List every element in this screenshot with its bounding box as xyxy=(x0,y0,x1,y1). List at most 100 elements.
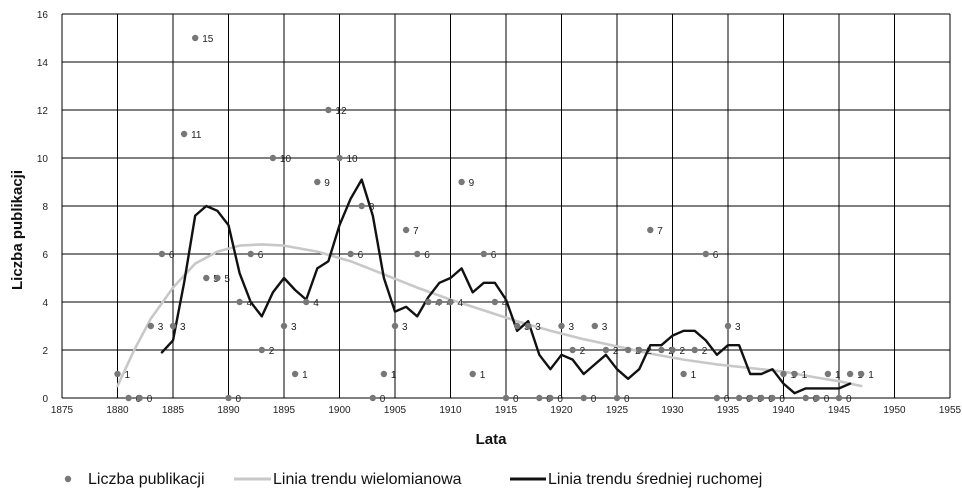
y-tick-label: 4 xyxy=(42,298,48,309)
y-tick-label: 12 xyxy=(37,106,49,117)
data-label: 1 xyxy=(868,370,874,381)
data-label: 0 xyxy=(513,394,519,405)
data-label: 0 xyxy=(147,394,153,405)
y-tick-label: 2 xyxy=(42,346,48,357)
data-point xyxy=(402,226,410,234)
data-label: 7 xyxy=(413,226,419,237)
data-label: 1 xyxy=(125,370,131,381)
data-label: 0 xyxy=(824,394,830,405)
data-label: 3 xyxy=(602,322,608,333)
data-label: 2 xyxy=(680,346,686,357)
data-label: 6 xyxy=(258,250,264,261)
data-point xyxy=(525,322,532,330)
data-point xyxy=(658,346,665,354)
legend-label-points: Liczba publikacji xyxy=(88,471,205,488)
data-label: 2 xyxy=(269,346,275,357)
data-label: 1 xyxy=(835,370,841,381)
data-point xyxy=(369,394,376,402)
x-tick-label: 1945 xyxy=(828,405,851,416)
x-tick-labels: 1875 1880 1885 1890 1895 1900 1905 1910 1915 1920… xyxy=(51,405,962,416)
data-point xyxy=(747,394,754,402)
polynomial-trend-line xyxy=(116,243,863,388)
data-label: 3 xyxy=(291,322,297,333)
data-label: 6 xyxy=(169,250,175,261)
data-label: 12 xyxy=(335,106,347,117)
data-label: 1 xyxy=(802,370,808,381)
data-point xyxy=(447,298,454,306)
x-tick-label: 1940 xyxy=(772,405,795,416)
x-axis-title: Lata xyxy=(476,431,508,448)
data-point xyxy=(225,394,232,402)
data-point xyxy=(702,250,709,258)
legend-label-polynomial: Linia trendu wielomianowa xyxy=(273,471,462,488)
x-tick-label: 1910 xyxy=(439,405,462,416)
data-point xyxy=(558,322,565,330)
data-point xyxy=(214,274,221,282)
x-tick-label: 1935 xyxy=(717,405,740,416)
data-point xyxy=(713,394,721,402)
x-tick-label: 1875 xyxy=(51,405,74,416)
data-point xyxy=(169,322,177,330)
trend-layer xyxy=(116,178,863,395)
y-tick-label: 14 xyxy=(37,58,49,69)
data-point xyxy=(613,394,621,402)
data-point xyxy=(780,370,787,378)
data-point xyxy=(280,322,288,330)
data-point xyxy=(769,394,776,402)
data-label: 4 xyxy=(458,298,464,309)
y-tick-label: 8 xyxy=(42,202,48,213)
data-point xyxy=(192,34,199,42)
data-point xyxy=(502,394,510,402)
data-label: 0 xyxy=(236,394,242,405)
data-label: 1 xyxy=(302,370,308,381)
data-label: 0 xyxy=(557,394,563,405)
x-tick-label: 1905 xyxy=(384,405,407,416)
x-tick-label: 1930 xyxy=(661,405,684,416)
data-point xyxy=(469,370,476,378)
y-axis-title: Liczba publikacji xyxy=(9,170,26,290)
data-point xyxy=(802,394,809,402)
legend-label-moving-average: Linia trendu średniej ruchomej xyxy=(548,471,762,488)
data-point xyxy=(158,250,166,258)
data-label: 9 xyxy=(324,178,330,189)
data-label: 9 xyxy=(469,178,475,189)
y-tick-label: 16 xyxy=(37,10,49,21)
y-tick-labels: 0 2 4 6 8 10 12 14 16 xyxy=(37,10,49,405)
data-point xyxy=(536,394,543,402)
data-point xyxy=(325,106,332,114)
data-label: 1 xyxy=(480,370,486,381)
x-tick-label: 1925 xyxy=(606,405,629,416)
data-label: 15 xyxy=(202,34,214,45)
data-label: 10 xyxy=(347,154,359,165)
data-label: 7 xyxy=(657,226,663,237)
y-tick-label: 10 xyxy=(37,154,49,165)
data-point xyxy=(203,274,210,282)
data-label: 2 xyxy=(580,346,586,357)
data-label: 6 xyxy=(713,250,719,261)
data-label: 6 xyxy=(424,250,430,261)
points-layer: 1003631115550462103149121068013764449164… xyxy=(114,34,874,405)
x-tick-label: 1900 xyxy=(328,405,351,416)
data-point xyxy=(247,250,254,258)
data-point xyxy=(114,370,121,378)
data-label: 3 xyxy=(569,322,575,333)
data-point xyxy=(147,322,154,330)
data-point xyxy=(291,370,299,378)
data-point xyxy=(758,394,765,402)
x-tick-label: 1890 xyxy=(217,405,240,416)
data-point xyxy=(480,250,487,258)
data-point xyxy=(602,346,610,354)
data-label: 6 xyxy=(358,250,364,261)
data-label: 0 xyxy=(724,394,730,405)
data-point xyxy=(580,394,587,402)
data-point xyxy=(624,346,632,354)
data-point xyxy=(513,322,521,330)
data-point xyxy=(691,346,698,354)
data-point xyxy=(458,178,465,186)
legend: Liczba publikacji Linia trendu wielomiano… xyxy=(64,471,762,488)
data-point xyxy=(136,394,143,402)
data-point xyxy=(414,250,421,258)
moving-average-trend-line xyxy=(160,178,852,395)
